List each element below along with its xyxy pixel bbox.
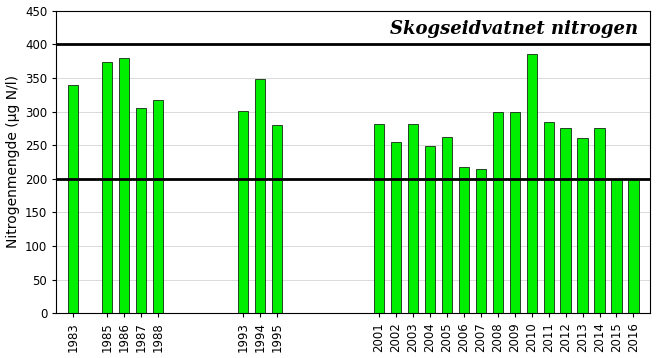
Bar — [476, 169, 486, 313]
Bar — [560, 128, 571, 313]
Bar — [119, 58, 129, 313]
Bar — [510, 112, 520, 313]
Bar — [408, 124, 418, 313]
Bar — [611, 179, 622, 313]
Bar — [68, 84, 79, 313]
Y-axis label: Nitrogenmengde (µg N/l): Nitrogenmengde (µg N/l) — [5, 76, 20, 248]
Bar — [255, 78, 265, 313]
Bar — [238, 111, 248, 313]
Bar — [544, 122, 554, 313]
Bar — [628, 179, 638, 313]
Bar — [391, 142, 401, 313]
Bar — [136, 108, 146, 313]
Bar — [424, 146, 435, 313]
Bar — [459, 168, 469, 313]
Bar — [441, 137, 452, 313]
Bar — [153, 100, 163, 313]
Bar — [594, 128, 605, 313]
Bar — [493, 111, 502, 313]
Bar — [102, 62, 112, 313]
Bar — [374, 124, 384, 313]
Bar — [272, 125, 282, 313]
Text: Skogseidvatnet nitrogen: Skogseidvatnet nitrogen — [390, 20, 638, 38]
Bar — [527, 54, 537, 313]
Bar — [577, 139, 588, 313]
